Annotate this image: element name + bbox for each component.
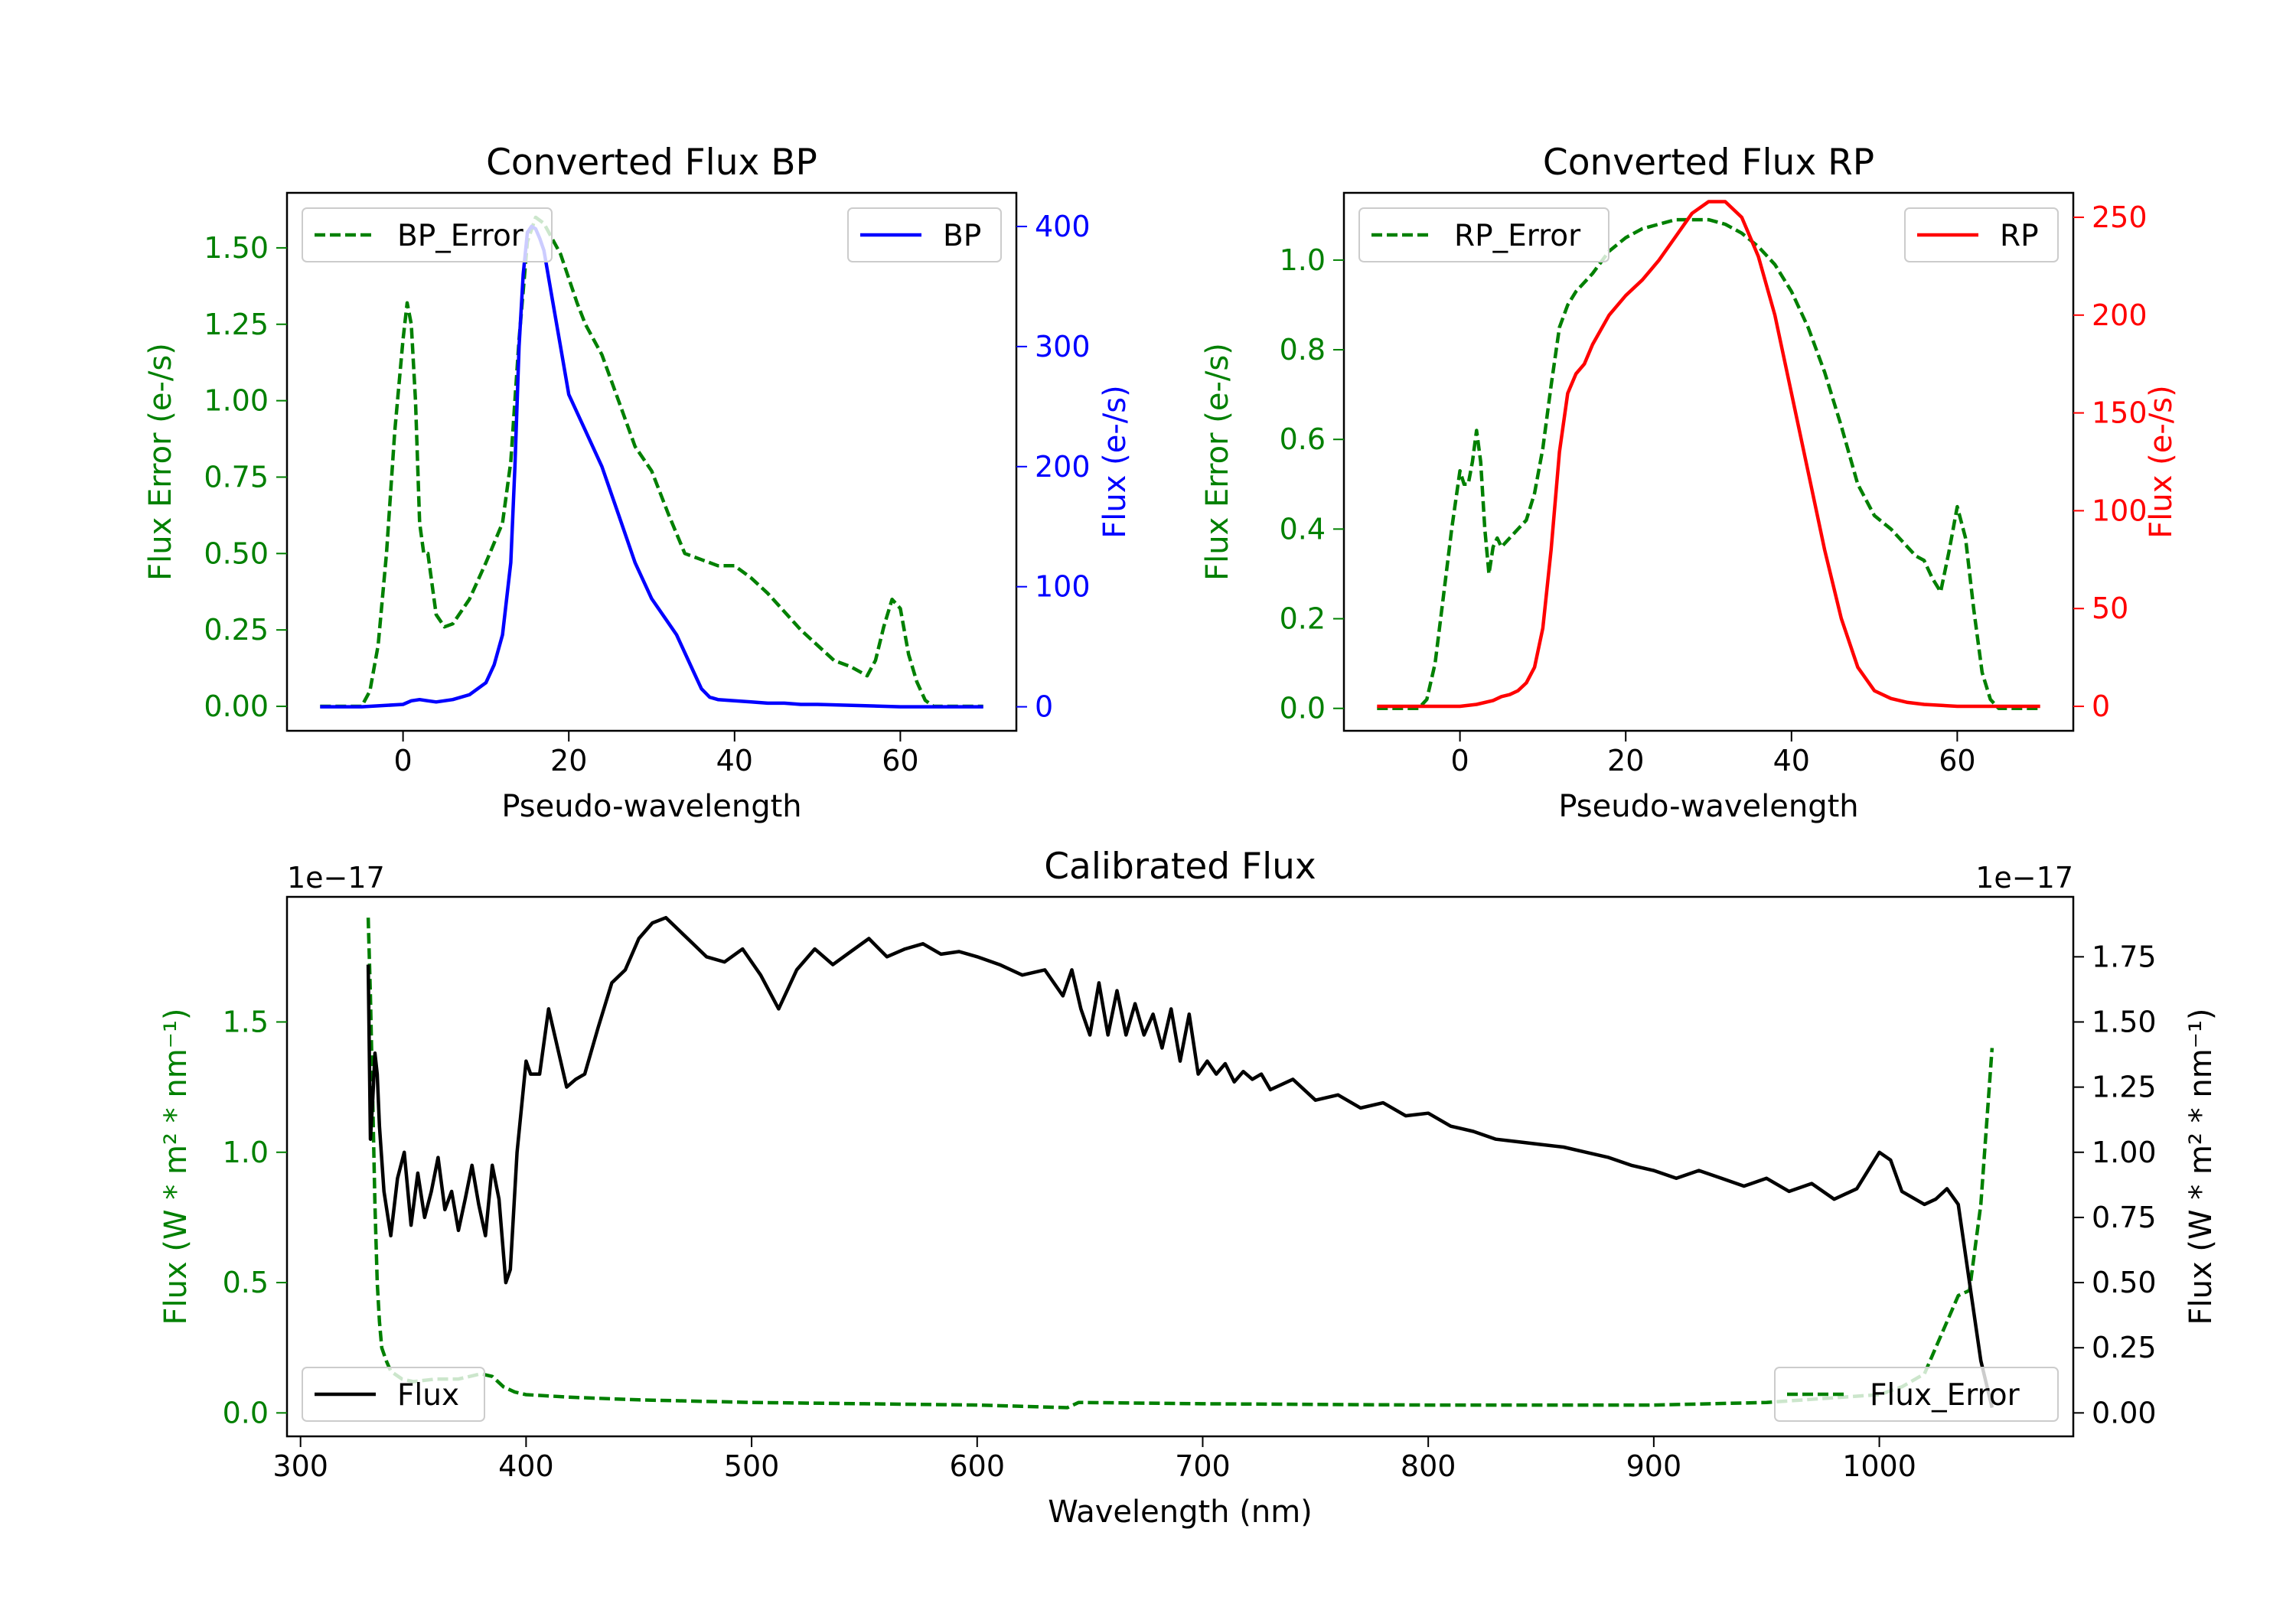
bp-right-tick-label: 300 — [1035, 330, 1091, 363]
bp-error-line — [320, 215, 983, 709]
bp-legend-box — [302, 207, 553, 262]
calibrated-legend-label: Flux — [397, 1378, 459, 1413]
bp-right-y-label: Flux (e-/s) — [1097, 385, 1133, 538]
calibrated-right-tick-label: 1.50 — [2092, 1005, 2157, 1038]
calibrated-right-tick-label: 0.50 — [2092, 1266, 2157, 1299]
rp-legend-right: RP — [1904, 207, 2059, 262]
rp-x-tick-label: 40 — [1773, 744, 1810, 777]
calibrated-right-y-label: Flux (W * m² * nm⁻¹) — [2183, 1009, 2219, 1325]
bp-x-tick-label: 0 — [394, 744, 413, 777]
bp-right-tick-label: 200 — [1035, 450, 1091, 484]
bp-left-tick-label: 0.75 — [204, 460, 269, 494]
bp-legend-label: BP_Error — [397, 219, 524, 253]
calibrated-x-tick-label: 300 — [272, 1449, 328, 1483]
calibrated-x-tick-label: 900 — [1626, 1449, 1682, 1483]
rp-chart: 0 20 40 60 0.0 0.2 0.4 0.6 0.8 1.0 0 50 100 150 200 250… — [1200, 142, 2179, 824]
bp-right-tick-label: 400 — [1035, 210, 1091, 243]
bp-right-tick-label: 100 — [1035, 570, 1091, 604]
rp-flux-line — [1377, 200, 2040, 709]
bp-flux-line — [320, 224, 983, 709]
calibrated-x-tick-label: 500 — [724, 1449, 780, 1483]
rp-x-label: Pseudo-wavelength — [1558, 789, 1858, 824]
bp-legend-label: BP — [943, 219, 981, 253]
calibrated-x-tick-label: 700 — [1175, 1449, 1231, 1483]
rp-left-tick-label: 1.0 — [1280, 243, 1326, 277]
calibrated-chart: 300 400 500 600 700 800 900 1000 0.0 0.5 1.0 1.5 0.0… — [158, 846, 2219, 1530]
rp-right-tick-label: 100 — [2092, 494, 2148, 527]
bp-x-tick-label: 60 — [882, 744, 918, 777]
rp-x-tick-label: 20 — [1607, 744, 1644, 777]
rp-x-tick-label: 60 — [1939, 744, 1975, 777]
calibrated-legend-box — [302, 1367, 485, 1422]
bp-x-tick-label: 40 — [716, 744, 753, 777]
bp-title: Converted Flux BP — [486, 142, 817, 184]
rp-error-line — [1377, 217, 2040, 710]
calibrated-x-tick-label: 1000 — [1842, 1449, 1916, 1483]
bp-legend-right: BP — [847, 207, 1002, 262]
bp-left-tick-label: 0.25 — [204, 613, 269, 647]
calibrated-right-tick-label: 1.25 — [2092, 1071, 2157, 1104]
rp-left-tick-label: 0.4 — [1280, 512, 1326, 546]
calibrated-error-line — [366, 918, 1994, 1410]
bp-right-tick-label: 0 — [1035, 690, 1053, 724]
calibrated-x-tick-label: 600 — [950, 1449, 1006, 1483]
calibrated-legend-label: Flux_Error — [1870, 1378, 2020, 1413]
rp-legend-label: RP — [2000, 219, 2039, 253]
calibrated-left-tick-label: 0.0 — [223, 1396, 269, 1429]
calibrated-x-tick-label: 400 — [498, 1449, 554, 1483]
bp-left-tick-label: 1.25 — [204, 308, 269, 341]
rp-right-tick-label: 150 — [2092, 396, 2148, 430]
calibrated-x-label: Wavelength (nm) — [1048, 1495, 1313, 1530]
bp-left-tick-label: 0.00 — [204, 689, 269, 723]
calibrated-right-tick-label: 0.25 — [2092, 1331, 2157, 1364]
calibrated-left-y-label: Flux (W * m² * nm⁻¹) — [158, 1009, 194, 1325]
rp-legend-box — [1904, 207, 2059, 262]
calibrated-right-tick-label: 0.00 — [2092, 1396, 2157, 1429]
calibrated-left-tick-label: 1.0 — [223, 1136, 269, 1169]
rp-right-y-label: Flux (e-/s) — [2144, 385, 2179, 538]
calibrated-legend-left: Flux — [302, 1367, 485, 1422]
rp-left-tick-label: 0.0 — [1280, 692, 1326, 725]
bp-x-tick-label: 20 — [550, 744, 587, 777]
bp-chart: 0 20 40 60 0.00 0.25 0.50 0.75 1.00 1.25 1.50 0 100 2… — [143, 142, 1133, 824]
calibrated-flux-line — [366, 915, 1994, 1409]
rp-left-tick-label: 0.6 — [1280, 422, 1326, 456]
bp-axes-frame — [285, 191, 1018, 732]
rp-right-tick-label: 0 — [2092, 689, 2110, 723]
calibrated-title: Calibrated Flux — [1044, 846, 1316, 888]
calibrated-legend-right: Flux_Error — [1774, 1367, 2059, 1422]
calibrated-left-tick-label: 0.5 — [223, 1266, 269, 1299]
rp-left-tick-label: 0.8 — [1280, 333, 1326, 367]
calibrated-right-offset-text: 1e−17 — [1975, 861, 2073, 895]
bp-left-tick-label: 1.00 — [204, 384, 269, 418]
calibrated-left-offset-text: 1e−17 — [287, 861, 385, 895]
bp-x-label: Pseudo-wavelength — [501, 789, 801, 824]
rp-x-tick-label: 0 — [1451, 744, 1469, 777]
bp-legend-left: BP_Error — [302, 207, 553, 262]
rp-right-tick-label: 50 — [2092, 592, 2128, 625]
rp-title: Converted Flux RP — [1543, 142, 1874, 184]
calibrated-right-tick-label: 1.00 — [2092, 1136, 2157, 1169]
rp-right-tick-label: 200 — [2092, 298, 2148, 332]
bp-left-tick-label: 0.50 — [204, 536, 269, 570]
rp-left-tick-label: 0.2 — [1280, 602, 1326, 636]
rp-axes-frame — [1342, 191, 2075, 732]
calibrated-x-tick-label: 800 — [1401, 1449, 1456, 1483]
calibrated-axes-frame — [285, 895, 2075, 1438]
calibrated-left-tick-label: 1.5 — [223, 1005, 269, 1038]
bp-legend-box — [847, 207, 1002, 262]
bp-left-tick-label: 1.50 — [204, 231, 269, 265]
bp-left-y-label: Flux Error (e-/s) — [143, 343, 178, 581]
calibrated-right-tick-label: 0.75 — [2092, 1201, 2157, 1234]
rp-right-tick-label: 250 — [2092, 200, 2148, 234]
rp-left-y-label: Flux Error (e-/s) — [1200, 343, 1235, 581]
rp-legend-box — [1358, 207, 1609, 262]
calibrated-legend-box — [1774, 1367, 2059, 1422]
rp-legend-label: RP_Error — [1454, 219, 1581, 253]
calibrated-right-tick-label: 1.75 — [2092, 940, 2157, 973]
rp-legend-left: RP_Error — [1358, 207, 1609, 262]
